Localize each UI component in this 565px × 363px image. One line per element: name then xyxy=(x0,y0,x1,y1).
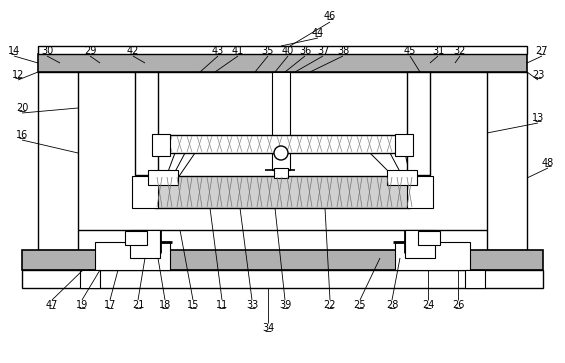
Text: 25: 25 xyxy=(354,300,366,310)
Bar xyxy=(95,242,170,270)
Bar xyxy=(38,72,78,250)
Bar xyxy=(387,170,417,185)
Bar xyxy=(405,230,435,258)
Bar xyxy=(465,270,485,288)
Text: 41: 41 xyxy=(232,46,244,56)
Text: 38: 38 xyxy=(337,46,349,56)
Text: 39: 39 xyxy=(279,300,291,310)
Text: 35: 35 xyxy=(262,46,274,56)
Bar xyxy=(148,170,178,185)
Text: 40: 40 xyxy=(282,46,294,56)
Bar xyxy=(272,72,290,170)
Circle shape xyxy=(274,146,288,160)
Text: 15: 15 xyxy=(187,300,199,310)
Bar xyxy=(80,270,100,288)
Text: 13: 13 xyxy=(532,113,544,123)
Bar xyxy=(130,230,160,258)
Bar xyxy=(22,250,543,270)
Text: 11: 11 xyxy=(216,300,228,310)
Text: 32: 32 xyxy=(454,46,466,56)
Text: 22: 22 xyxy=(324,300,336,310)
Text: 19: 19 xyxy=(76,300,88,310)
Text: 42: 42 xyxy=(127,46,139,56)
Text: 43: 43 xyxy=(212,46,224,56)
Text: 14: 14 xyxy=(8,46,20,56)
Text: 18: 18 xyxy=(159,300,171,310)
Text: 24: 24 xyxy=(422,300,434,310)
Text: 20: 20 xyxy=(16,103,28,113)
Text: 16: 16 xyxy=(16,130,28,140)
Bar xyxy=(152,134,170,156)
Text: 37: 37 xyxy=(317,46,329,56)
Bar xyxy=(418,231,440,245)
Text: 26: 26 xyxy=(452,300,464,310)
Bar xyxy=(125,231,147,245)
Text: 29: 29 xyxy=(84,46,96,56)
Text: 46: 46 xyxy=(324,11,336,21)
Bar xyxy=(135,72,158,175)
Bar xyxy=(407,176,433,208)
Bar xyxy=(132,176,158,208)
Bar xyxy=(38,54,527,72)
Text: 33: 33 xyxy=(246,300,258,310)
Bar xyxy=(38,46,527,54)
Text: 31: 31 xyxy=(432,46,444,56)
Text: 23: 23 xyxy=(532,70,544,80)
Text: 47: 47 xyxy=(46,300,58,310)
Bar xyxy=(487,72,527,250)
Bar xyxy=(155,176,410,208)
Bar xyxy=(155,135,410,153)
Text: 27: 27 xyxy=(536,46,548,56)
Text: 48: 48 xyxy=(542,158,554,168)
Bar xyxy=(395,242,470,270)
Text: 21: 21 xyxy=(132,300,144,310)
Bar xyxy=(274,168,288,178)
Bar xyxy=(395,134,413,156)
Text: 12: 12 xyxy=(12,70,24,80)
Bar xyxy=(22,270,543,288)
Text: 28: 28 xyxy=(386,300,398,310)
Text: 17: 17 xyxy=(104,300,116,310)
Text: 45: 45 xyxy=(404,46,416,56)
Text: 44: 44 xyxy=(312,28,324,38)
Bar xyxy=(407,72,430,175)
Text: 34: 34 xyxy=(262,323,274,333)
Text: 36: 36 xyxy=(299,46,311,56)
Text: 30: 30 xyxy=(41,46,53,56)
